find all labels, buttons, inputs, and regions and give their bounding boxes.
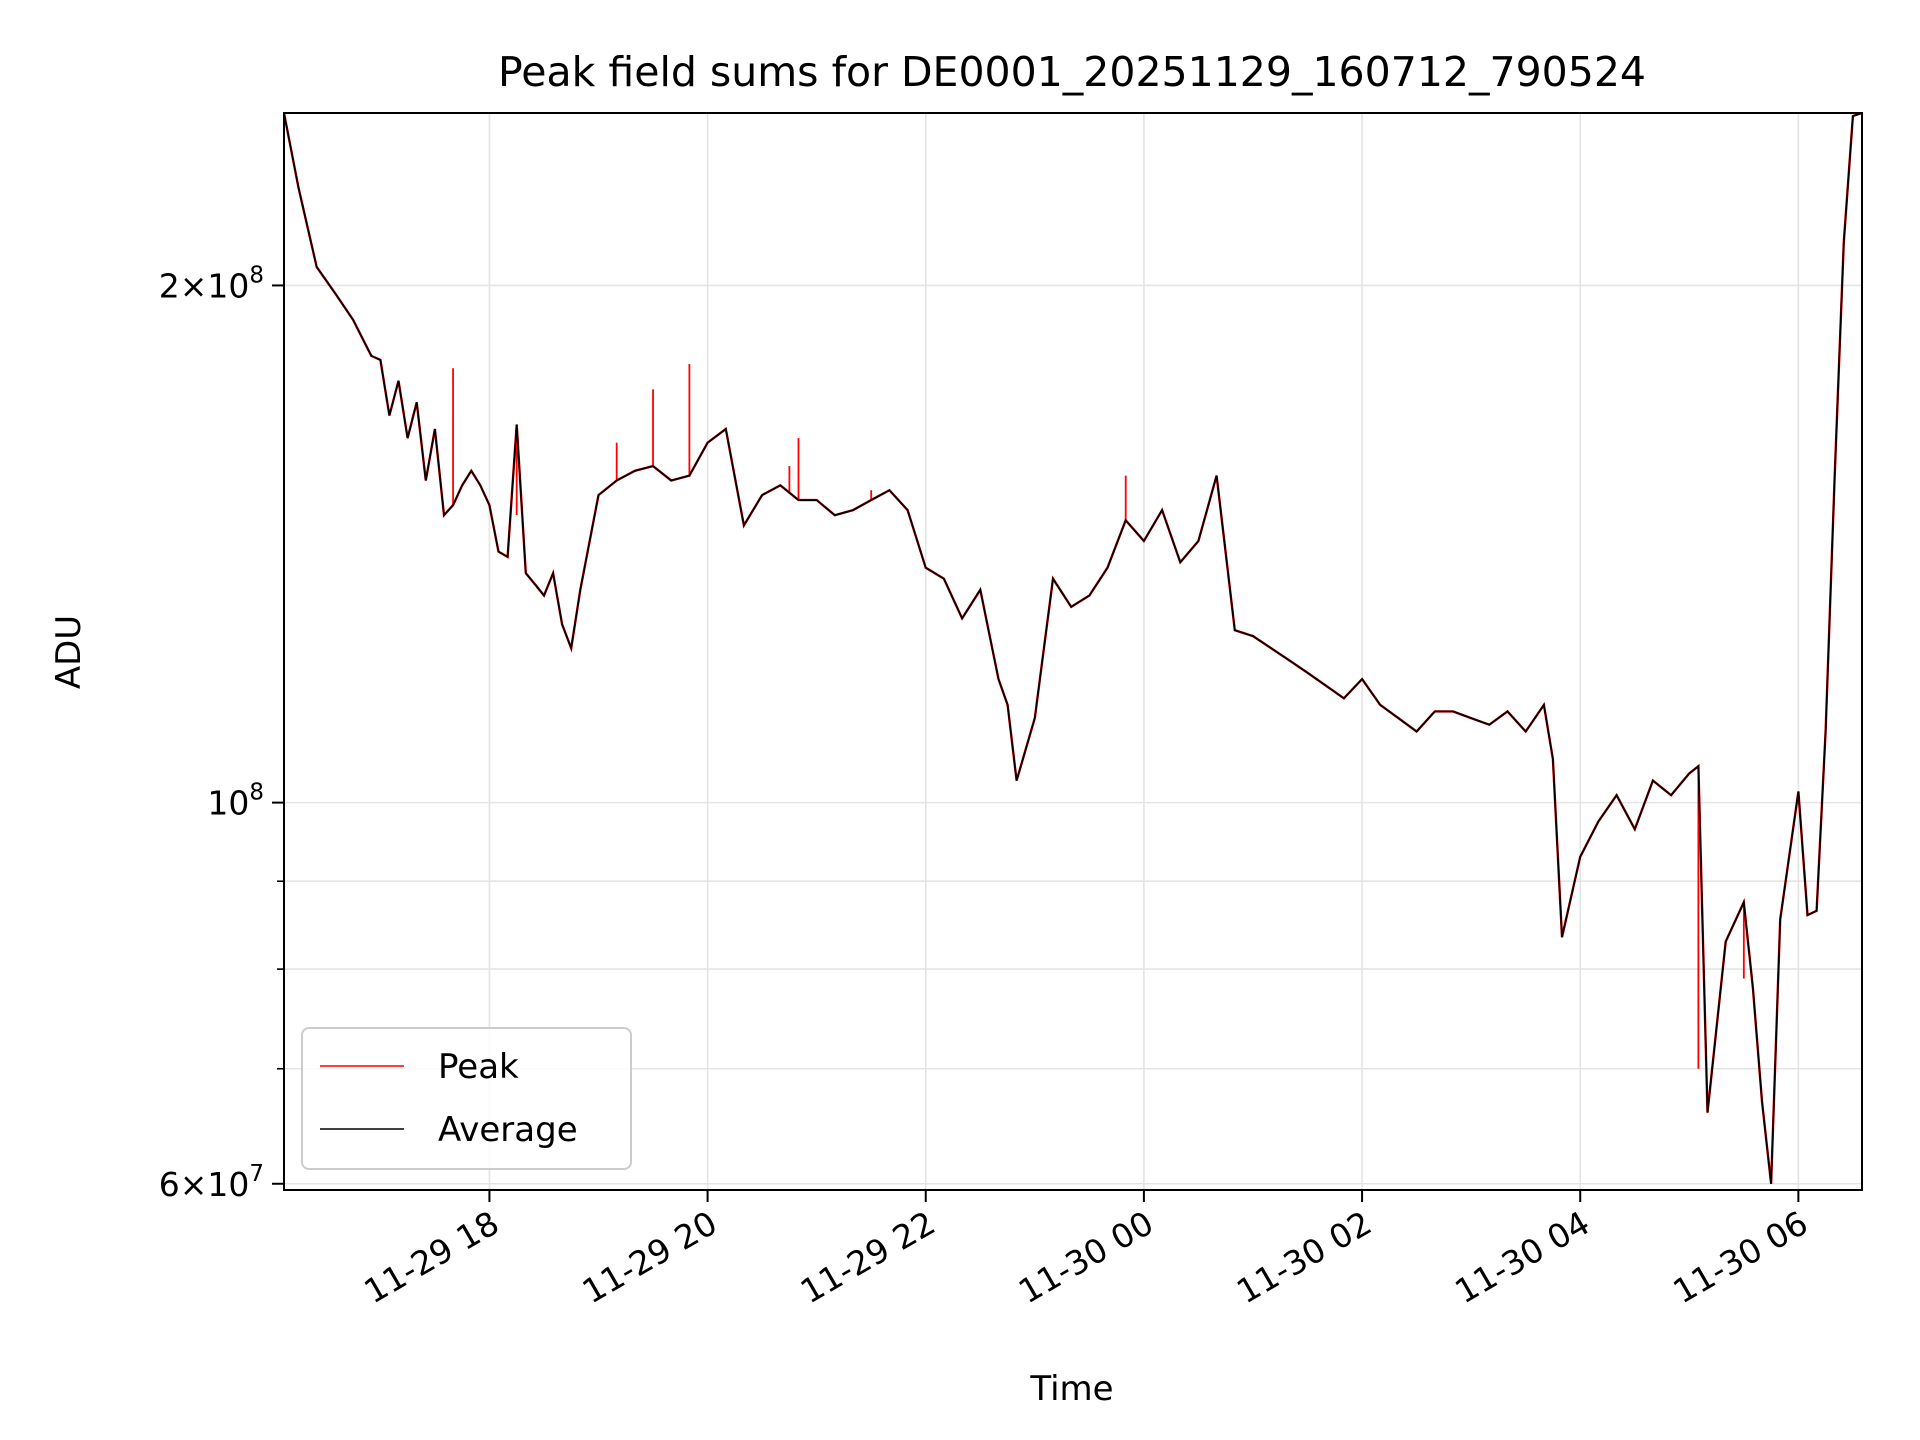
y-tick-label: 6×107 bbox=[159, 1161, 264, 1204]
x-axis-label: Time bbox=[1029, 1369, 1113, 1409]
series-line-average bbox=[284, 113, 1862, 1184]
y-tick-label: 108 bbox=[207, 780, 264, 823]
plot-frame bbox=[283, 112, 1863, 1191]
y-tick-label: 2×108 bbox=[159, 262, 264, 305]
chart-title: Peak field sums for DE0001_20251129_1607… bbox=[498, 48, 1646, 96]
y-axis: 2×108 108 6×107 bbox=[159, 262, 284, 1204]
legend-label-peak: Peak bbox=[438, 1047, 519, 1087]
legend: Peak Average bbox=[301, 1027, 632, 1170]
y-axis-label: ADU bbox=[49, 615, 89, 689]
plot-area bbox=[284, 113, 1862, 1184]
legend-label-average: Average bbox=[438, 1110, 578, 1150]
legend-box bbox=[301, 1027, 632, 1170]
